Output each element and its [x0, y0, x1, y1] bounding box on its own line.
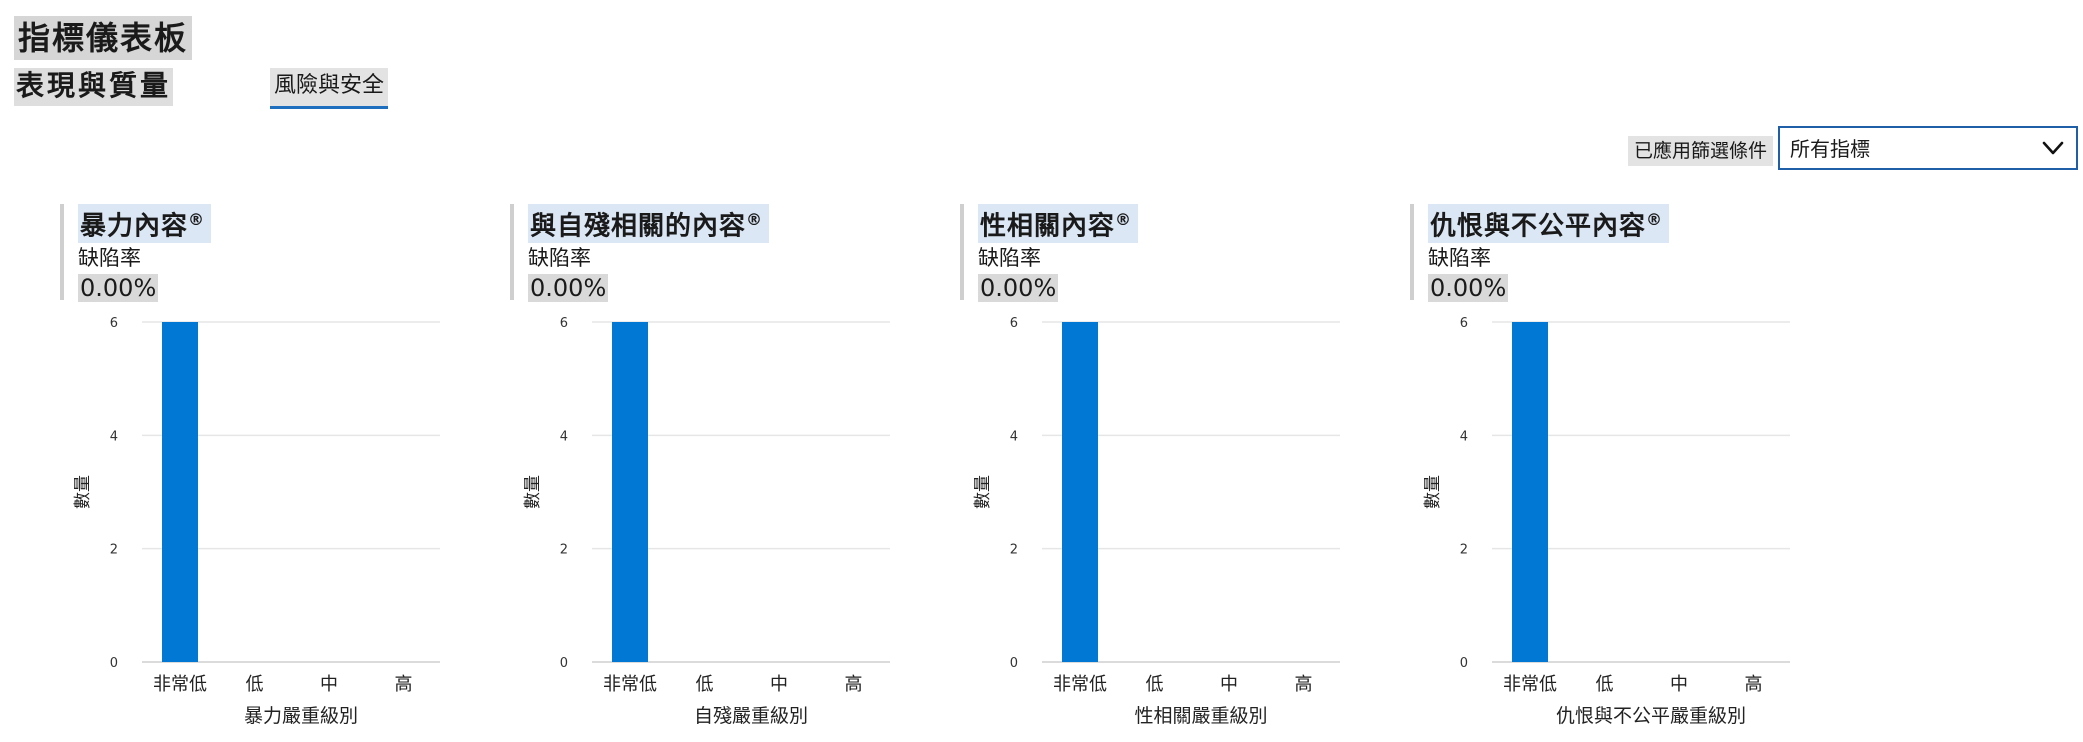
x-tick-label: 非常低 [1503, 674, 1557, 695]
x-tick-label: 中 [320, 674, 338, 695]
tab-performance-quality[interactable]: 表現與質量 [14, 68, 174, 106]
x-axis-label: 性相關嚴重級別 [1134, 705, 1267, 727]
chevron-down-icon [2042, 141, 2064, 155]
panel-header: 與自殘相關的內容® 缺陷率 0.00% [510, 204, 814, 302]
y-tick-label: 6 [1010, 316, 1018, 331]
x-tick-label: 低 [246, 674, 264, 695]
hate-unfairness-panel: 仇恨與不公平內容® 缺陷率 0.00% 0 2 4 6 非常低 低 中 高 數量仇恨與不公平嚴重… [1400, 200, 1820, 740]
y-tick-label: 2 [110, 543, 118, 558]
panel-header: 暴力內容® 缺陷率 0.00% [60, 204, 364, 302]
panel-header: 性相關內容® 缺陷率 0.00% [960, 204, 1264, 302]
panel-title: 仇恨與不公平內容® [1428, 204, 1670, 243]
x-tick-label: 高 [1745, 674, 1763, 695]
defect-rate-label: 缺陷率 [78, 246, 141, 270]
x-tick-label: 中 [1220, 674, 1238, 695]
self-harm-severity-chart: 0 2 4 6 非常低 低 中 高 數量自殘嚴重級別 [500, 310, 920, 740]
y-tick-label: 4 [110, 429, 118, 444]
registered-mark: ® [1646, 210, 1664, 229]
y-tick-label: 6 [1460, 316, 1468, 331]
panel-title: 性相關內容® [978, 204, 1139, 243]
registered-mark: ® [1115, 210, 1133, 229]
x-tick-label: 高 [845, 674, 863, 695]
bar [1062, 322, 1098, 662]
defect-rate-label: 缺陷率 [528, 246, 591, 270]
metric-filter-dropdown[interactable]: 所有指標 [1778, 126, 2078, 170]
x-tick-label: 中 [770, 674, 788, 695]
x-axis-label: 自殘嚴重級別 [694, 705, 808, 727]
hate-severity-chart: 0 2 4 6 非常低 低 中 高 數量仇恨與不公平嚴重級別 [1400, 310, 1820, 740]
defect-rate-value: 0.00% [978, 274, 1059, 302]
y-axis-label: 數量 [73, 475, 93, 509]
defect-rate-label: 缺陷率 [978, 246, 1041, 270]
bar [162, 322, 198, 662]
x-tick-label: 低 [1146, 674, 1164, 695]
registered-mark: ® [188, 210, 206, 229]
registered-mark: ® [746, 210, 764, 229]
page-title: 指標儀表板 [14, 16, 193, 60]
y-tick-label: 2 [1010, 543, 1018, 558]
y-tick-label: 2 [560, 543, 568, 558]
bar [612, 322, 648, 662]
violence-panel: 暴力內容® 缺陷率 0.00% 0 2 4 6 非常低 低 中 高 數量暴力嚴重級別 [50, 200, 470, 740]
defect-rate-value: 0.00% [528, 274, 609, 302]
y-tick-label: 4 [1460, 429, 1468, 444]
y-tick-label: 0 [560, 656, 568, 671]
defect-rate-value: 0.00% [78, 274, 159, 302]
sexual-severity-chart: 0 2 4 6 非常低 低 中 高 數量性相關嚴重級別 [950, 310, 1370, 740]
y-tick-label: 4 [1010, 429, 1018, 444]
y-tick-label: 2 [1460, 543, 1468, 558]
y-tick-label: 0 [1010, 656, 1018, 671]
self-harm-panel: 與自殘相關的內容® 缺陷率 0.00% 0 2 4 6 非常低 低 中 高 數量自殘嚴重級別 [500, 200, 920, 740]
defect-rate-label: 缺陷率 [1428, 246, 1491, 270]
y-tick-label: 6 [110, 316, 118, 331]
tab-risk-safety[interactable]: 風險與安全 [270, 68, 389, 109]
x-tick-label: 高 [395, 674, 413, 695]
y-axis-label: 數量 [523, 475, 543, 509]
panel-title: 與自殘相關的內容® [528, 204, 770, 243]
y-tick-label: 0 [110, 656, 118, 671]
x-axis-label: 仇恨與不公平嚴重級別 [1556, 705, 1746, 727]
y-axis-label: 數量 [1423, 475, 1443, 509]
sexual-content-panel: 性相關內容® 缺陷率 0.00% 0 2 4 6 非常低 低 中 高 數量性相關嚴重級別 [950, 200, 1370, 740]
y-tick-label: 6 [560, 316, 568, 331]
bar [1512, 322, 1548, 662]
defect-rate-value: 0.00% [1428, 274, 1509, 302]
x-axis-label: 暴力嚴重級別 [244, 705, 358, 727]
y-tick-label: 0 [1460, 656, 1468, 671]
violence-severity-chart: 0 2 4 6 非常低 低 中 高 數量暴力嚴重級別 [50, 310, 470, 740]
filter-selected-value: 所有指標 [1790, 137, 1870, 161]
y-tick-label: 4 [560, 429, 568, 444]
filter-label: 已應用篩選條件 [1628, 136, 1774, 166]
x-tick-label: 非常低 [153, 674, 207, 695]
x-tick-label: 中 [1670, 674, 1688, 695]
x-tick-label: 高 [1295, 674, 1313, 695]
y-axis-label: 數量 [973, 475, 993, 509]
x-tick-label: 非常低 [1053, 674, 1107, 695]
panel-title: 暴力內容® [78, 204, 212, 243]
x-tick-label: 低 [696, 674, 714, 695]
x-tick-label: 低 [1596, 674, 1614, 695]
panel-header: 仇恨與不公平內容® 缺陷率 0.00% [1410, 204, 1714, 302]
x-tick-label: 非常低 [603, 674, 657, 695]
